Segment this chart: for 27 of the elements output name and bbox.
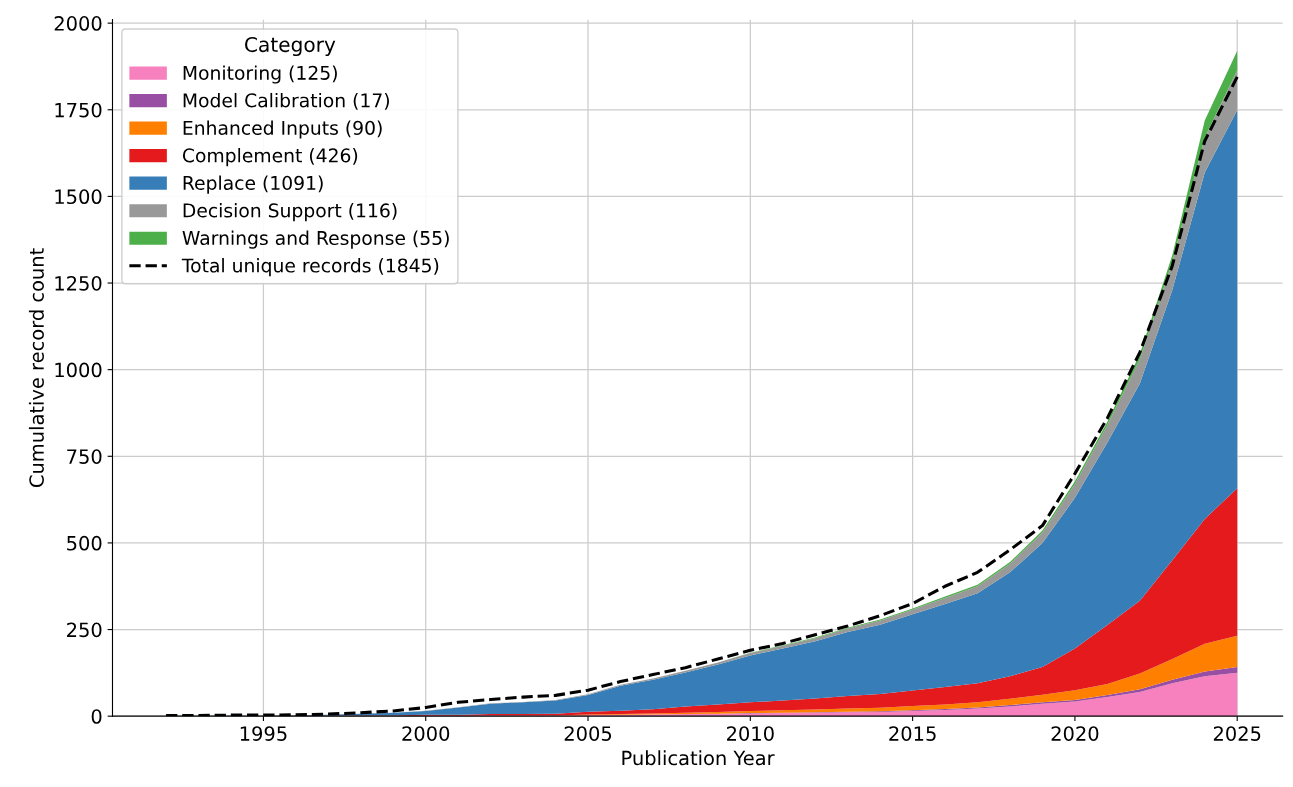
x-tick-label: 2025 <box>1213 726 1261 741</box>
y-tick-label: 0 <box>91 709 102 724</box>
y-tick-label: 2000 <box>54 16 102 31</box>
y-tick-label: 1500 <box>55 189 102 205</box>
y-tick-label: 1250 <box>55 275 102 291</box>
legend-label: Warnings and Response (55) <box>182 230 449 249</box>
legend-label: Decision Support (116) <box>183 203 397 222</box>
y-tick-label: 250 <box>67 622 102 638</box>
x-tick-label: 1995 <box>240 726 287 741</box>
y-tick-label: 750 <box>67 449 102 464</box>
y-tick-label: 1000 <box>55 362 102 378</box>
legend-label: Replace (1091) <box>183 175 323 194</box>
legend-label: Enhanced Inputs (90) <box>183 120 382 139</box>
x-axis-title: Publication Year <box>622 750 775 766</box>
y-axis-title: Cumulative record count <box>28 248 44 487</box>
x-tick-label: 2005 <box>564 726 612 741</box>
x-tick-label: 2010 <box>727 726 774 741</box>
x-tick-label: 2000 <box>402 726 450 741</box>
legend-title: Category <box>245 36 336 57</box>
x-tick-label: 2020 <box>1051 726 1099 741</box>
legend-label: Monitoring (125) <box>183 65 337 84</box>
y-tick-label: 1750 <box>55 102 102 118</box>
legend-label: Model Calibration (17) <box>183 92 389 110</box>
legend-label: Complement (426) <box>182 147 358 167</box>
legend-label: Total unique records (1845) <box>181 258 439 277</box>
x-tick-label: 2015 <box>889 726 936 741</box>
y-tick-label: 500 <box>67 535 102 551</box>
